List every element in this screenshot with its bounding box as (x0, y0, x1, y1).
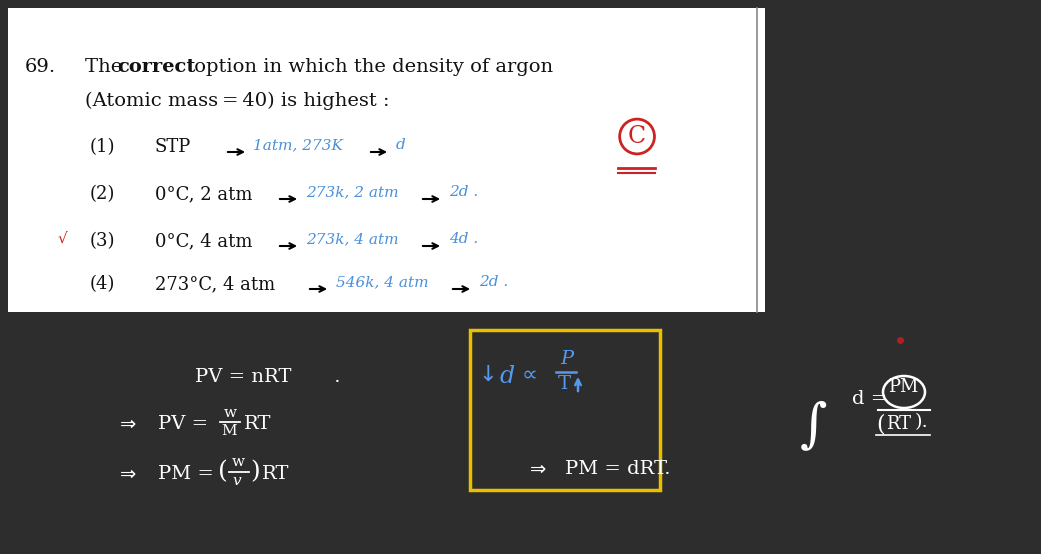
Text: M: M (221, 424, 236, 438)
Text: d: d (396, 138, 406, 152)
Text: STP: STP (155, 138, 192, 156)
Text: (: ( (875, 413, 885, 435)
Text: The: The (85, 58, 128, 76)
Text: 0°C, 4 atm: 0°C, 4 atm (155, 232, 253, 250)
Text: .: . (328, 368, 340, 386)
Text: (4): (4) (90, 275, 116, 293)
Text: ∝: ∝ (522, 365, 538, 385)
Text: w: w (232, 455, 245, 469)
Text: 2d .: 2d . (479, 275, 508, 289)
Text: d =: d = (852, 390, 887, 408)
Text: T: T (558, 375, 572, 393)
Text: PM: PM (888, 378, 918, 396)
Text: P: P (560, 350, 574, 368)
Text: 2d .: 2d . (449, 185, 478, 199)
Text: 273k, 4 atm: 273k, 4 atm (306, 232, 399, 246)
Text: C: C (628, 125, 646, 148)
Bar (469, 330, 660, 490)
Bar (8, 8, 765, 312)
Text: PV = nRT: PV = nRT (195, 368, 291, 386)
Text: RT: RT (886, 415, 911, 433)
Text: RT: RT (244, 415, 272, 433)
Text: 69.: 69. (25, 58, 56, 76)
Text: correct: correct (117, 58, 196, 76)
Text: PM =: PM = (158, 465, 213, 483)
Text: ).: ). (915, 413, 929, 431)
Text: d: d (500, 365, 515, 388)
Text: (2): (2) (90, 185, 116, 203)
Text: v: v (232, 474, 240, 488)
Text: ⇒: ⇒ (120, 415, 136, 434)
Text: √: √ (58, 230, 68, 245)
Text: (1): (1) (90, 138, 116, 156)
Text: option in which the density of argon: option in which the density of argon (188, 58, 553, 76)
Text: RT: RT (262, 465, 289, 483)
Text: ⇒: ⇒ (530, 460, 547, 479)
Text: ↓: ↓ (478, 365, 497, 385)
Text: w: w (224, 406, 237, 420)
Text: PV =: PV = (158, 415, 208, 433)
Text: PM = dRT.: PM = dRT. (565, 460, 670, 478)
Text: (: ( (218, 460, 228, 483)
Text: 1atm, 273K: 1atm, 273K (253, 138, 342, 152)
Text: 273°C, 4 atm: 273°C, 4 atm (155, 275, 275, 293)
Text: 4d .: 4d . (449, 232, 478, 246)
Text: ): ) (250, 460, 260, 483)
Text: 0°C, 2 atm: 0°C, 2 atm (155, 185, 253, 203)
Text: ⇒: ⇒ (120, 465, 136, 484)
Text: 273k, 2 atm: 273k, 2 atm (306, 185, 399, 199)
Text: (Atomic mass = 40) is highest :: (Atomic mass = 40) is highest : (85, 92, 389, 110)
Text: 546k, 4 atm: 546k, 4 atm (336, 275, 429, 289)
Text: ∫: ∫ (799, 400, 828, 451)
Text: (3): (3) (90, 232, 116, 250)
